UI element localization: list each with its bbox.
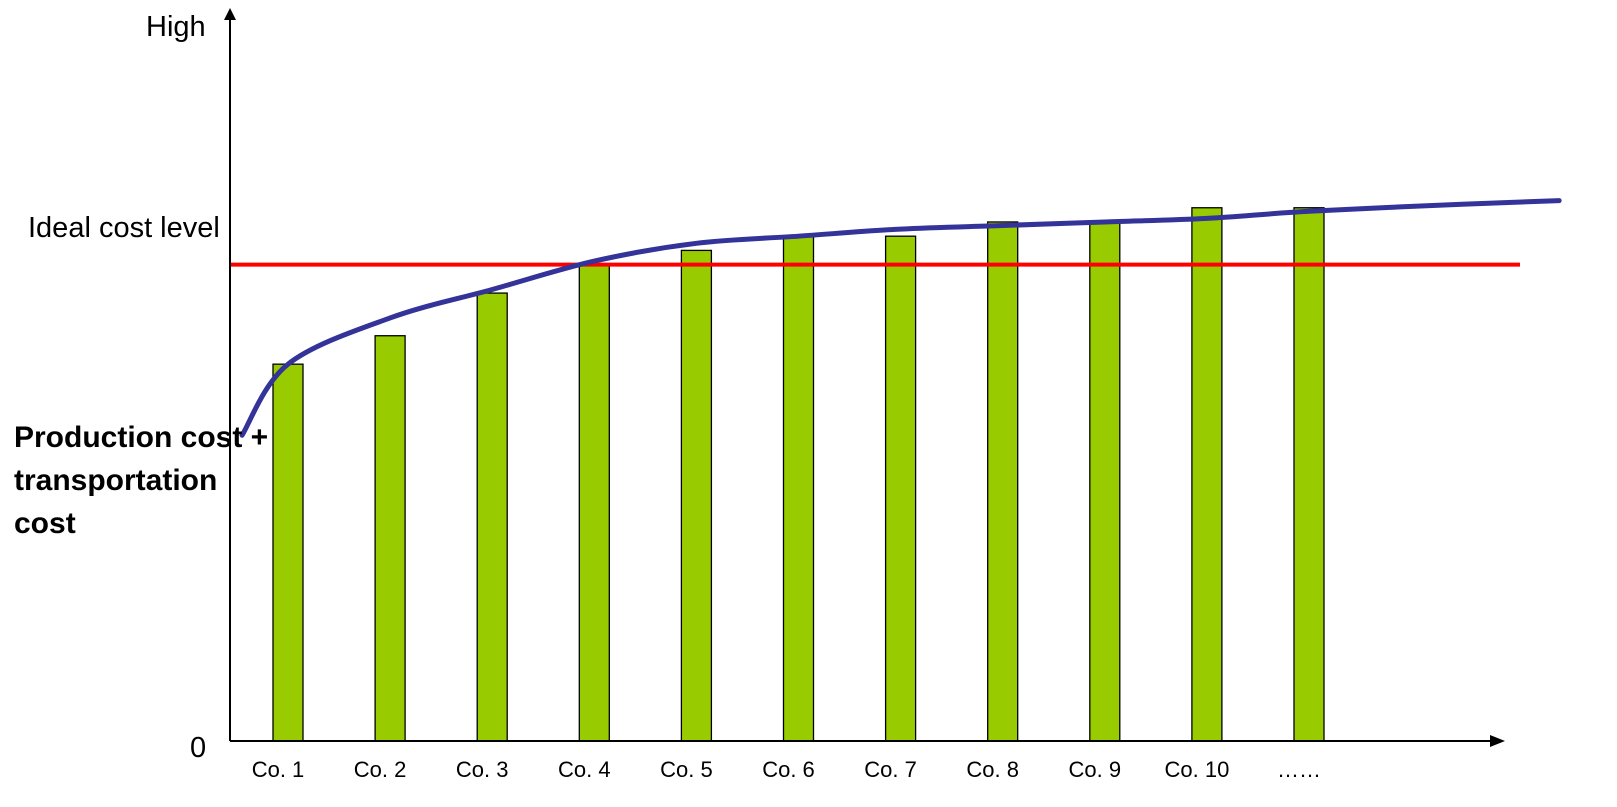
x-tick-label: Co. 4 — [558, 757, 611, 782]
x-tick-label: Co. 3 — [456, 757, 509, 782]
y-tick-label-high: High — [146, 11, 206, 43]
bar — [374, 335, 406, 742]
bar — [884, 235, 917, 742]
x-tick-label: Co. 6 — [762, 757, 815, 782]
x-tick-label: Co. 8 — [966, 757, 1019, 782]
bar — [1089, 221, 1121, 742]
tick-labels-group: Co. 1 Co. 2 Co. 3 Co. 4 Co. 5 Co. 6 Co. 7 Co. 8… — [146, 11, 1321, 782]
bars-group — [272, 207, 1325, 742]
bar — [987, 221, 1019, 742]
bar — [272, 363, 304, 742]
reference-line-label: Ideal cost level — [28, 212, 220, 244]
x-tick-label: Co. 5 — [660, 757, 713, 782]
trend-curve-group — [239, 198, 1562, 438]
x-tick-label: …… — [1277, 757, 1321, 782]
y-tick-label-zero: 0 — [190, 732, 206, 764]
bar — [680, 249, 713, 742]
x-tick-label: Co. 9 — [1069, 757, 1122, 782]
x-tick-label: Co. 1 — [252, 757, 305, 782]
y-axis-arrow — [224, 8, 236, 20]
bar — [1191, 207, 1223, 742]
x-tick-label: Co. 2 — [354, 757, 407, 782]
bar — [1293, 207, 1325, 742]
axes-group — [224, 8, 1505, 747]
y-axis-title: Production cost + transportation cost — [14, 421, 269, 540]
bar — [476, 292, 508, 742]
bar — [782, 235, 815, 742]
bar — [578, 263, 610, 742]
x-tick-label: Co. 7 — [864, 757, 917, 782]
x-tick-label: Co. 10 — [1164, 757, 1229, 782]
x-axis-arrow — [1490, 735, 1505, 747]
trend-curve — [239, 198, 1562, 438]
